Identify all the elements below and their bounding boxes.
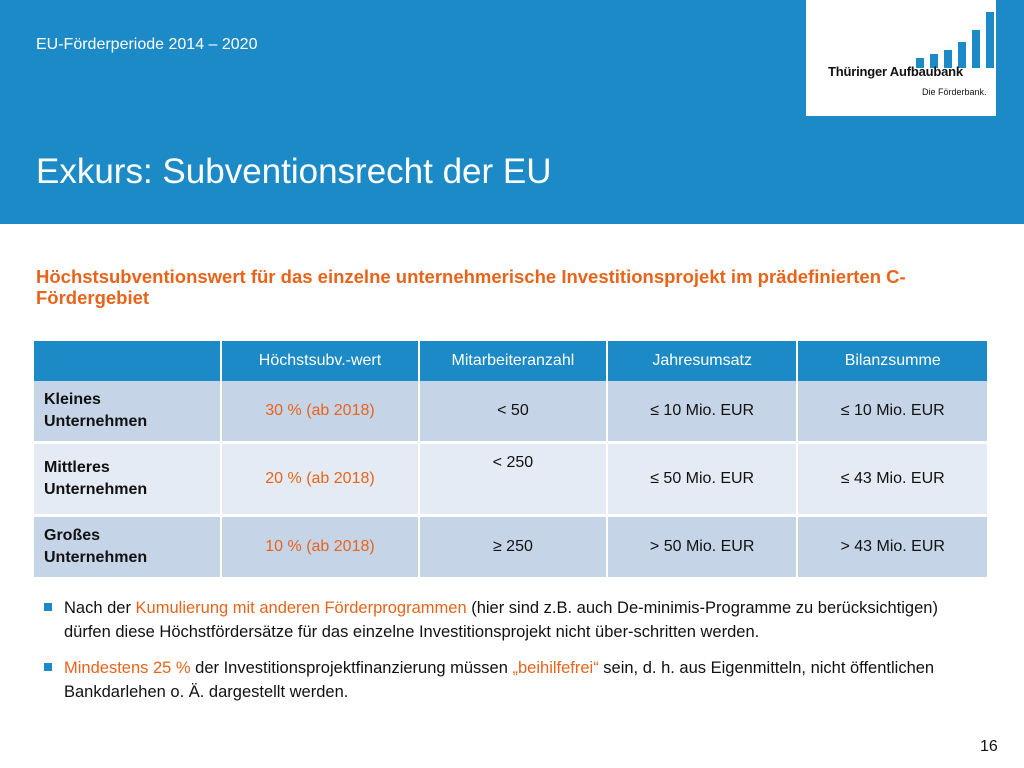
column-header-employees: Mitarbeiteranzahl <box>418 341 608 381</box>
company-size-cell: Mittleres Unternehmen <box>34 442 222 517</box>
turnover-cell: ≤ 10 Mio. EUR <box>606 381 799 444</box>
balance-cell: > 43 Mio. EUR <box>797 515 989 580</box>
turnover-cell: ≤ 50 Mio. EUR <box>606 442 799 517</box>
highlight-text: Mindestens 25 % <box>64 659 191 677</box>
bullet-square-icon <box>44 663 52 671</box>
section-heading: Höchstsubventionswert für das einzelne u… <box>36 266 906 308</box>
subsidy-table: Höchstsubv.-wert Mitarbeiteranzahl Jahre… <box>34 341 989 580</box>
column-header-subsidy: Höchstsubv.-wert <box>221 341 420 381</box>
turnover-cell: > 50 Mio. EUR <box>606 515 799 580</box>
subsidy-cell: 30 % (ab 2018) <box>221 381 420 444</box>
period-label: EU-Förderperiode 2014 – 2020 <box>36 36 258 53</box>
logo-tagline: Die Förderbank. <box>922 87 987 97</box>
balance-cell: ≤ 10 Mio. EUR <box>797 381 989 444</box>
column-header-empty <box>34 341 222 381</box>
table-header-row: Höchstsubv.-wert Mitarbeiteranzahl Jahre… <box>34 341 989 381</box>
employees-cell: ≥ 250 <box>418 515 608 580</box>
page-title: Exkurs: Subventionsrecht der EU <box>36 152 552 191</box>
page-number: 16 <box>980 738 998 755</box>
table-row: Kleines Unternehmen 30 % (ab 2018) < 50 ≤… <box>34 381 989 444</box>
employees-cell: < 250 <box>418 442 608 517</box>
bullet-square-icon <box>44 603 52 611</box>
company-size-cell: Großes Unternehmen <box>34 515 222 580</box>
bullet-item-cumulation: Nach der Kumulierung mit anderen Förderp… <box>44 596 974 644</box>
highlight-text: „beihilfefrei“ <box>512 659 599 677</box>
subsidy-cell: 10 % (ab 2018) <box>221 515 420 580</box>
bullet-list: Nach der Kumulierung mit anderen Förderp… <box>44 596 974 704</box>
bullet-item-own-funds: Mindestens 25 % der Investitionsprojektf… <box>44 656 974 704</box>
logo: Thüringer Aufbaubank Die Förderbank. <box>806 0 996 116</box>
highlight-text: Kumulierung mit anderen Förderprogrammen <box>135 599 467 617</box>
table-row: Großes Unternehmen 10 % (ab 2018) ≥ 250 >… <box>34 515 989 580</box>
logo-name: Thüringer Aufbaubank <box>828 64 963 79</box>
logo-bars-icon <box>916 12 996 68</box>
column-header-balance: Bilanzsumme <box>797 341 989 381</box>
column-header-turnover: Jahresumsatz <box>606 341 799 381</box>
subsidy-cell: 20 % (ab 2018) <box>221 442 420 517</box>
balance-cell: ≤ 43 Mio. EUR <box>797 442 989 517</box>
table-row: Mittleres Unternehmen 20 % (ab 2018) < 25… <box>34 442 989 517</box>
company-size-cell: Kleines Unternehmen <box>34 381 222 444</box>
employees-cell: < 50 <box>418 381 608 444</box>
